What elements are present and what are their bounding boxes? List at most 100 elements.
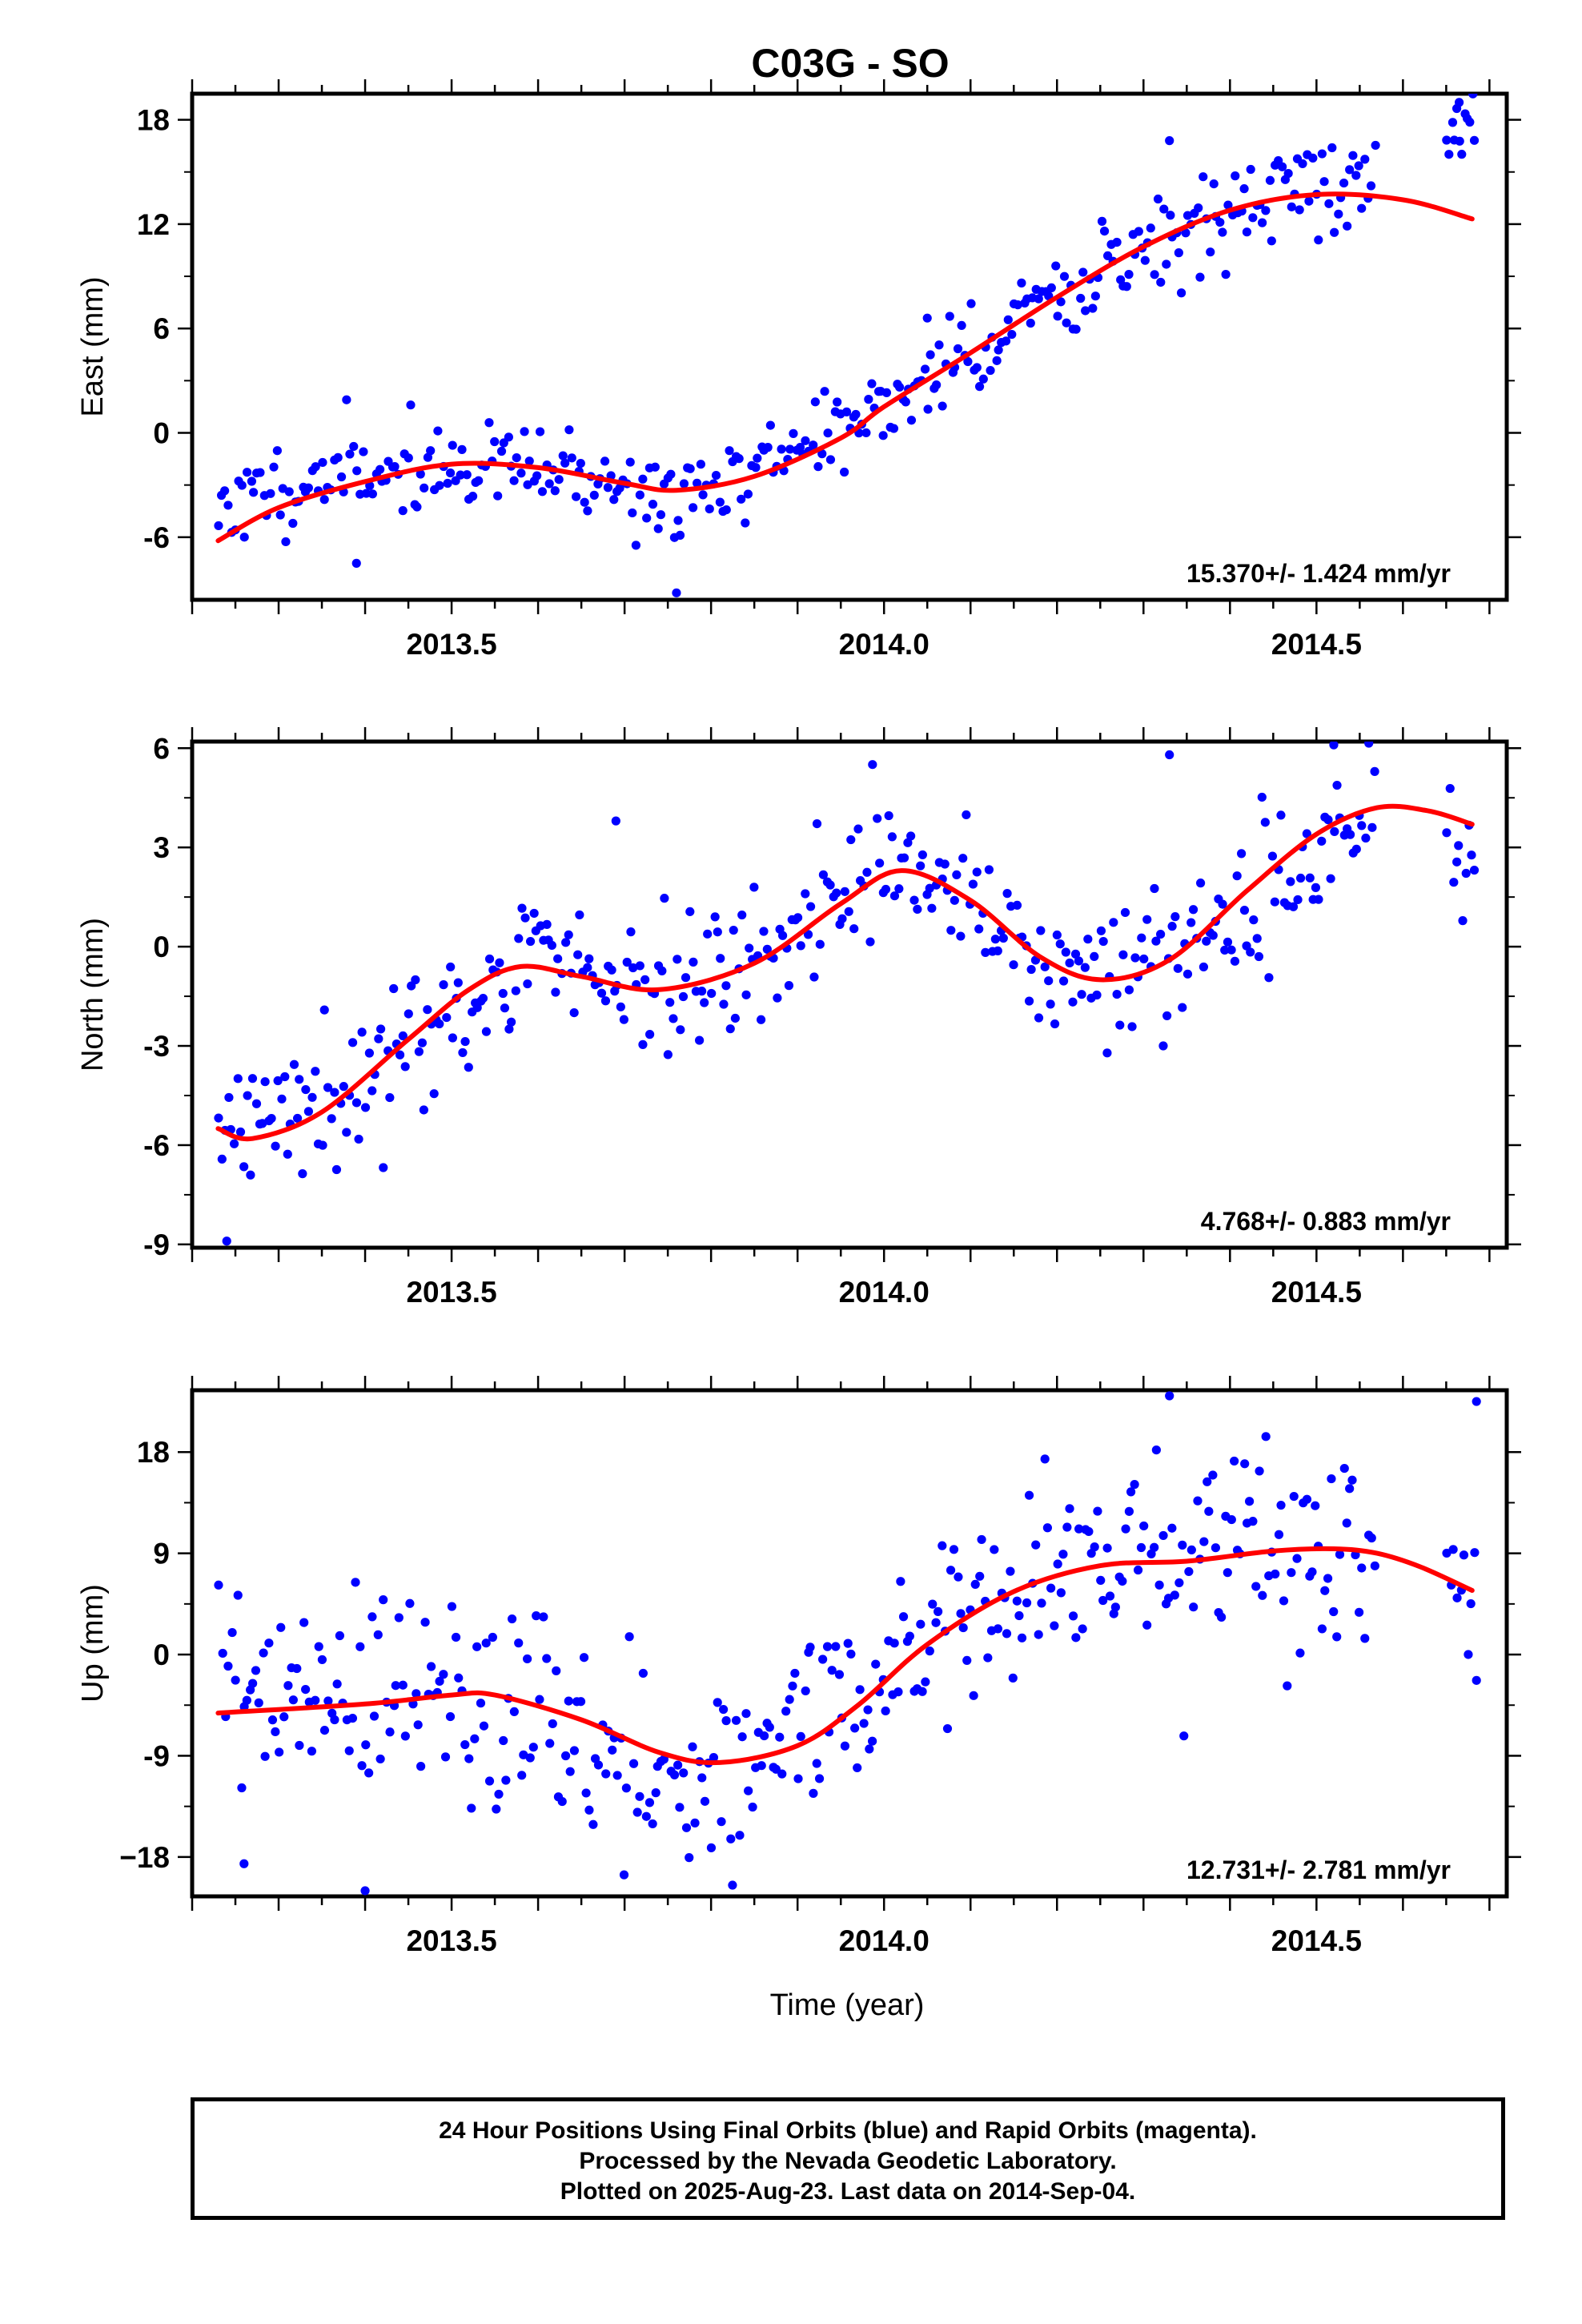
data-point xyxy=(279,1712,289,1722)
data-point xyxy=(517,1771,527,1780)
data-point xyxy=(517,903,527,913)
data-point xyxy=(303,483,313,493)
data-point xyxy=(600,996,611,1006)
data-point xyxy=(561,938,571,947)
x-tick-label: 2014.5 xyxy=(1271,628,1362,661)
data-point xyxy=(748,1802,757,1812)
data-point xyxy=(1090,1542,1099,1552)
data-point xyxy=(666,469,676,479)
data-point xyxy=(728,1880,737,1890)
data-point xyxy=(247,1074,258,1084)
data-point xyxy=(737,494,746,504)
data-point xyxy=(523,979,532,989)
data-point xyxy=(352,466,362,476)
data-point xyxy=(624,1632,634,1642)
data-point xyxy=(1056,1588,1066,1598)
data-point xyxy=(317,1655,327,1665)
data-point xyxy=(1026,318,1035,328)
data-point xyxy=(1334,209,1343,219)
data-point xyxy=(1454,841,1464,850)
data-point xyxy=(1151,936,1161,946)
data-point xyxy=(765,1723,774,1732)
data-point xyxy=(1317,1624,1327,1634)
data-point xyxy=(1140,255,1150,265)
data-point xyxy=(501,1775,511,1785)
data-point xyxy=(344,1746,354,1755)
data-point xyxy=(347,1713,358,1723)
data-point xyxy=(700,998,709,1007)
data-point xyxy=(962,810,971,820)
data-point xyxy=(1076,293,1086,304)
data-point xyxy=(1302,1494,1312,1504)
data-point xyxy=(1065,958,1074,968)
data-point xyxy=(1024,996,1034,1006)
data-point xyxy=(1165,136,1174,146)
data-point xyxy=(853,1763,862,1773)
data-point xyxy=(1167,922,1177,931)
data-point xyxy=(1202,936,1211,946)
data-point xyxy=(357,1027,367,1037)
data-point xyxy=(433,426,443,436)
data-point xyxy=(249,488,259,497)
data-point xyxy=(931,1618,941,1627)
data-point xyxy=(697,1773,707,1783)
data-point xyxy=(1218,227,1227,237)
data-point xyxy=(1203,1477,1212,1486)
data-point xyxy=(1342,1518,1351,1528)
data-point xyxy=(520,913,530,923)
data-point xyxy=(303,1107,314,1116)
data-point xyxy=(233,1074,243,1084)
data-point xyxy=(1184,1566,1194,1577)
data-point xyxy=(1279,1596,1289,1606)
data-point xyxy=(1304,196,1314,206)
data-point xyxy=(673,955,682,964)
data-point xyxy=(721,505,731,515)
data-point xyxy=(1008,1673,1018,1683)
data-point xyxy=(385,1092,395,1103)
data-point xyxy=(696,460,705,469)
data-point xyxy=(223,1661,233,1671)
data-point xyxy=(672,588,681,597)
data-point xyxy=(1062,318,1071,328)
data-point xyxy=(1017,1633,1027,1642)
data-point xyxy=(1195,272,1205,282)
data-point xyxy=(1097,216,1107,226)
data-point xyxy=(214,521,223,531)
data-point xyxy=(759,1731,769,1741)
data-point xyxy=(1001,336,1011,346)
data-point xyxy=(214,1113,223,1123)
data-point xyxy=(1002,889,1012,899)
data-point xyxy=(859,1719,869,1728)
data-point xyxy=(1255,1466,1264,1476)
data-point xyxy=(729,925,738,935)
data-point xyxy=(498,988,508,999)
data-point xyxy=(295,1740,304,1751)
data-point xyxy=(970,1579,980,1590)
data-point xyxy=(347,1038,358,1047)
data-point xyxy=(331,1164,342,1175)
data-point xyxy=(993,946,1002,955)
data-point xyxy=(833,397,842,407)
data-point xyxy=(753,453,762,463)
data-point xyxy=(423,1005,432,1015)
data-point xyxy=(648,1819,657,1829)
data-point xyxy=(762,944,772,954)
data-point xyxy=(1267,236,1276,246)
data-point xyxy=(632,1807,642,1817)
data-point xyxy=(375,1754,385,1764)
data-point xyxy=(812,818,822,829)
data-point xyxy=(239,1162,249,1172)
data-point xyxy=(660,894,669,903)
data-point xyxy=(1053,1559,1062,1569)
data-point xyxy=(1317,149,1327,159)
data-point xyxy=(675,530,685,540)
data-point xyxy=(889,1638,899,1648)
data-point xyxy=(1307,1567,1317,1577)
data-point xyxy=(644,1030,655,1039)
data-point xyxy=(576,1697,586,1707)
data-point xyxy=(351,1578,360,1587)
data-point xyxy=(1074,956,1084,966)
data-point xyxy=(524,456,534,466)
data-point xyxy=(922,313,932,323)
data-point xyxy=(1040,962,1050,971)
